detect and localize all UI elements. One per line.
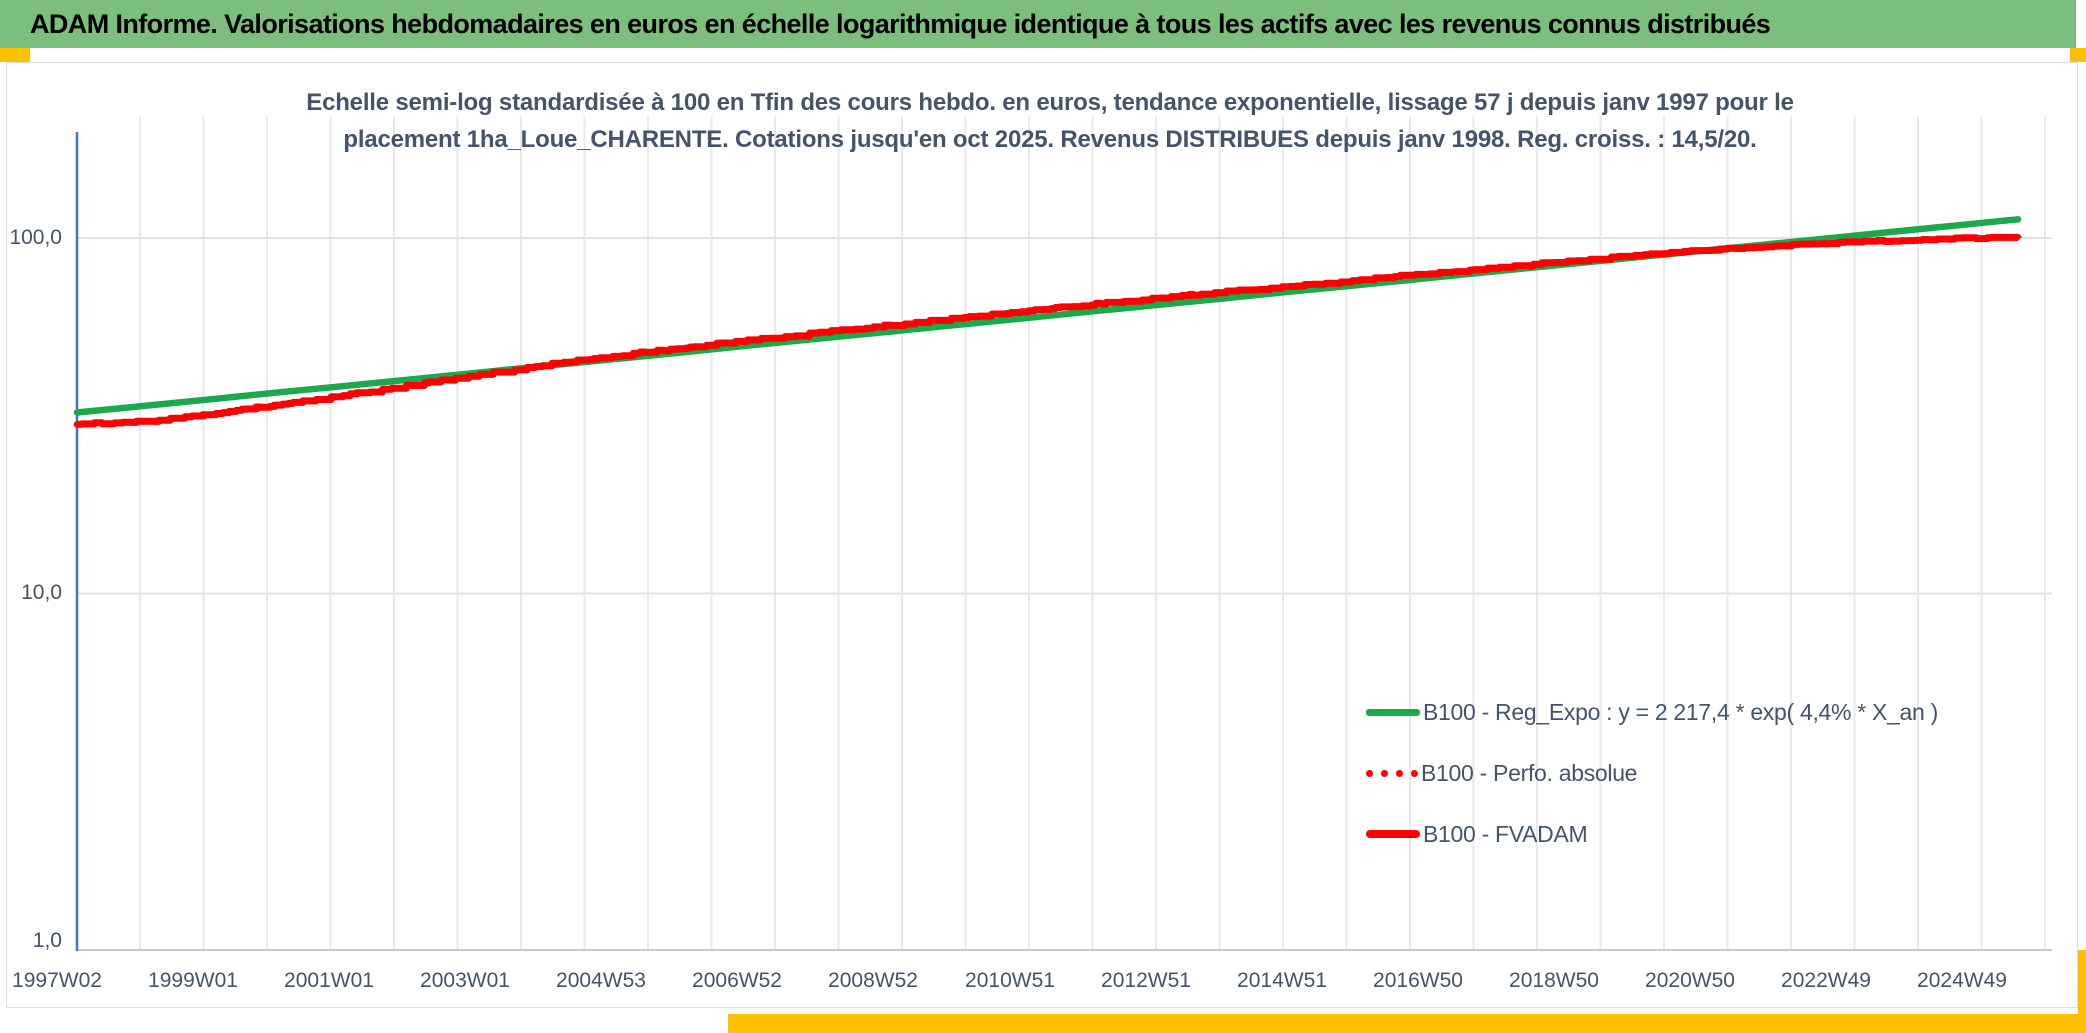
x-tick-5: 2006W52 bbox=[692, 969, 782, 992]
y-tick-100: 100,0 bbox=[9, 226, 62, 249]
legend-item-fvadam: B100 - FVADAM bbox=[1366, 819, 1938, 849]
x-tick-14: 2024W49 bbox=[1917, 969, 2007, 992]
x-tick-0: 1997W02 bbox=[12, 969, 102, 992]
accent-sliver-right bbox=[2078, 950, 2086, 1014]
chart-subtitle: Echelle semi-log standardisée à 100 en T… bbox=[200, 84, 1900, 158]
red-dotted-line-icon bbox=[1366, 769, 1418, 777]
x-tick-12: 2020W50 bbox=[1645, 969, 1735, 992]
page-title: ADAM Informe. Valorisations hebdomadaire… bbox=[30, 8, 1771, 39]
legend: B100 - Reg_Expo : y = 2 217,4 * exp( 4,4… bbox=[1366, 697, 1938, 880]
accent-square-right bbox=[2070, 48, 2086, 62]
x-tick-6: 2008W52 bbox=[828, 969, 918, 992]
x-tick-9: 2014W51 bbox=[1237, 969, 1327, 992]
x-tick-11: 2018W50 bbox=[1509, 969, 1599, 992]
y-tick-10: 10,0 bbox=[21, 581, 62, 604]
x-tick-4: 2004W53 bbox=[556, 969, 646, 992]
legend-label-reg-expo: B100 - Reg_Expo : y = 2 217,4 * exp( 4,4… bbox=[1423, 698, 1938, 725]
x-tick-2: 2001W01 bbox=[284, 969, 374, 992]
x-tick-3: 2003W01 bbox=[420, 969, 510, 992]
chart-subtitle-line1: Echelle semi-log standardisée à 100 en T… bbox=[306, 89, 1794, 116]
x-tick-13: 2022W49 bbox=[1781, 969, 1871, 992]
accent-bar-bottom bbox=[728, 1014, 2086, 1033]
y-tick-1: 1,0 bbox=[32, 929, 62, 952]
legend-item-reg-expo: B100 - Reg_Expo : y = 2 217,4 * exp( 4,4… bbox=[1366, 697, 1938, 727]
header-bar: ADAM Informe. Valorisations hebdomadaire… bbox=[0, 0, 2076, 48]
x-tick-1: 1999W01 bbox=[148, 969, 238, 992]
x-tick-8: 2012W51 bbox=[1101, 969, 1191, 992]
accent-square-left bbox=[0, 48, 30, 62]
x-tick-10: 2016W50 bbox=[1373, 969, 1463, 992]
green-line-icon bbox=[1366, 708, 1420, 716]
x-tick-7: 2010W51 bbox=[965, 969, 1055, 992]
legend-item-perfo-absolue: B100 - Perfo. absolue bbox=[1366, 758, 1938, 788]
chart-subtitle-line2: placement 1ha_Loue_CHARENTE. Cotations j… bbox=[343, 126, 1757, 153]
legend-label-perfo-absolue: B100 - Perfo. absolue bbox=[1421, 759, 1638, 786]
red-line-icon bbox=[1366, 830, 1420, 838]
legend-label-fvadam: B100 - FVADAM bbox=[1423, 820, 1588, 847]
